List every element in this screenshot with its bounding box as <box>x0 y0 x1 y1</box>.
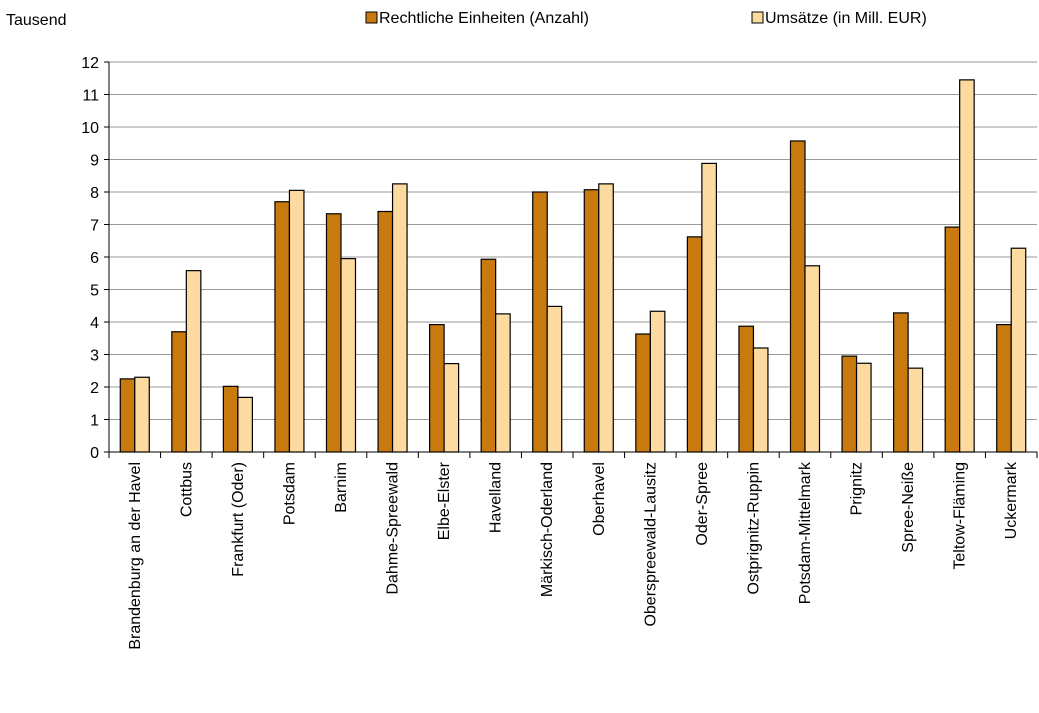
y-unit-label: Tausend <box>6 12 67 29</box>
bar-umsaetze <box>288 189 305 453</box>
bar-einheiten <box>119 378 136 453</box>
bar-einheiten <box>532 191 548 453</box>
bar-einheiten <box>429 324 445 453</box>
x-tick-label: Oberspreewald-Lausitz <box>642 462 659 627</box>
y-tick-label: 5 <box>90 283 99 300</box>
x-tick-label: Elbe-Elster <box>436 461 453 540</box>
legend-label-einheiten: Rechtliche Einheiten (Anzahl) <box>379 10 589 27</box>
bar-einheiten <box>893 312 909 453</box>
x-tick-label: Potsdam-Mittelmark <box>797 461 814 604</box>
y-tick-label: 8 <box>90 185 99 202</box>
bar-umsaetze <box>752 347 769 453</box>
x-tick-label: Prignitz <box>849 462 866 515</box>
x-tick-label: Oberhavel <box>591 462 608 536</box>
x-tick-label: Ostprignitz-Ruppin <box>745 462 762 595</box>
bar-umsaetze <box>495 313 511 453</box>
bar-umsaetze <box>855 362 872 453</box>
bar-umsaetze <box>649 310 666 453</box>
x-tick-label: Spree-Neiße <box>900 462 917 553</box>
bar-einheiten <box>738 325 755 453</box>
x-tick-label: Brandenburg an der Havel <box>127 462 144 650</box>
bar-einheiten <box>583 189 600 453</box>
bar-einheiten <box>377 210 394 453</box>
bar-einheiten <box>686 236 703 453</box>
bar-umsaetze <box>804 265 821 453</box>
bar-einheiten <box>996 324 1012 453</box>
bar-umsaetze <box>959 79 975 453</box>
bar-einheiten <box>222 385 239 453</box>
bar-umsaetze <box>134 376 150 453</box>
y-tick-label: 6 <box>90 250 99 267</box>
bar-umsaetze <box>237 396 253 453</box>
bar-einheiten <box>274 201 291 453</box>
bars <box>119 79 1027 453</box>
bar-einheiten <box>325 213 342 453</box>
gridlines <box>109 61 1037 420</box>
y-tick-label: 1 <box>90 413 99 430</box>
bar-umsaetze <box>340 258 357 453</box>
bar-einheiten <box>841 355 858 453</box>
x-tick-label: Oder-Spree <box>694 462 711 546</box>
bar-umsaetze <box>1010 247 1027 453</box>
x-tick-label: Cottbus <box>178 462 195 517</box>
x-tick-label: Dahme-Spreewald <box>385 462 402 595</box>
x-tick-label: Havelland <box>488 462 505 533</box>
y-tick-label: 4 <box>90 315 99 332</box>
bar-umsaetze <box>443 363 460 453</box>
legend: Rechtliche Einheiten (Anzahl) Umsätze (i… <box>365 10 927 27</box>
bar-umsaetze <box>185 270 202 453</box>
bar-einheiten <box>789 140 806 453</box>
legend-swatch-umsaetze <box>751 11 764 24</box>
legend-label-umsaetze: Umsätze (in Mill. EUR) <box>765 10 927 27</box>
x-tick-label: Märkisch-Oderland <box>539 462 556 597</box>
x-tick-label: Uckermark <box>1003 461 1020 539</box>
bar-umsaetze <box>701 162 717 453</box>
bar-einheiten <box>171 331 187 453</box>
y-tick-label: 10 <box>81 120 99 137</box>
bar-einheiten <box>944 226 961 453</box>
y-tick-label: 3 <box>90 348 99 365</box>
x-tick-label: Frankfurt (Oder) <box>230 462 247 577</box>
x-tick-label: Teltow-Fläming <box>952 462 969 570</box>
x-axis-labels: Brandenburg an der Havel Cottbus Frankfurt… <box>127 461 1020 650</box>
y-tick-label: 0 <box>90 445 99 462</box>
bar-umsaetze <box>391 183 408 453</box>
x-tick-label: Potsdam <box>281 462 298 525</box>
y-tick-label: 7 <box>90 218 99 235</box>
bar-einheiten <box>635 333 651 453</box>
bar-umsaetze <box>598 183 614 453</box>
x-axis <box>108 62 1038 458</box>
y-tick-label: 11 <box>82 88 99 105</box>
bar-einheiten <box>480 258 497 453</box>
legend-swatch-einheiten <box>365 11 378 24</box>
y-tick-label: 9 <box>90 153 99 170</box>
y-tick-label: 12 <box>81 55 99 72</box>
x-tick-label: Barnim <box>333 462 350 513</box>
y-tick-label: 2 <box>90 380 99 397</box>
bar-umsaetze <box>907 367 924 453</box>
bar-umsaetze <box>546 305 563 453</box>
